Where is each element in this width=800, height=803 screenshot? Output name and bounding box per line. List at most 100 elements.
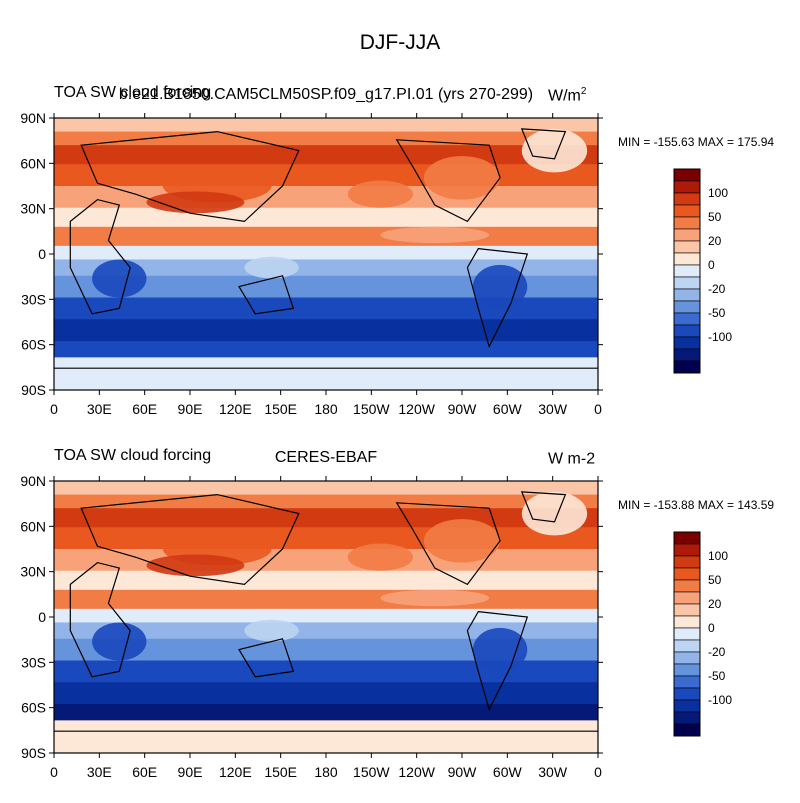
coastline [395,502,501,586]
x-tick-label: 150W [353,764,390,780]
x-tick-label: 120E [219,401,252,417]
coastline [80,493,300,586]
panel-center-label: CERES-EBAF [274,449,378,466]
x-tick-label: 90E [178,401,203,417]
x-tick-label: 120E [219,764,252,780]
colorbar-swatch [673,288,701,302]
colorbar-label: -20 [708,645,726,659]
colorbar-label: 100 [708,549,728,563]
contour-feature [146,554,245,577]
colorbar-swatch [673,180,701,194]
colorbar-label: -100 [708,330,732,344]
colorbar-swatch [673,639,701,653]
colorbar-swatch [673,360,701,374]
colorbar-swatch [673,264,701,278]
colorbar-swatch [673,603,701,617]
contour-band [54,622,598,640]
min-max-label: MIN = -155.63 MAX = 175.94 [618,135,775,149]
colorbar-frame [673,168,701,374]
colorbar-swatch [673,228,701,242]
units-base: W/m [548,87,581,105]
coastline [466,247,529,349]
contour-feature [472,264,528,309]
colorbar-swatch [673,336,701,350]
coastline [520,491,567,523]
x-tick-label: 60W [493,764,523,780]
y-tick-label: 0 [38,609,46,625]
colorbar-label: 50 [708,573,722,587]
x-tick-label: 30W [538,764,568,780]
contour-band [54,275,598,299]
contour-feature [347,543,414,571]
coastline [395,139,501,223]
coastline [238,638,295,678]
x-tick-label: 120W [398,401,435,417]
coastline [520,128,567,160]
colorbar-swatch [673,324,701,338]
x-tick-label: 90E [178,764,203,780]
contour-feature [92,259,147,298]
x-tick-label: 150E [264,401,297,417]
y-tick-label: 90S [21,745,46,761]
contour-band [54,226,598,247]
colorbar-swatch [673,615,701,629]
x-tick-label: 180 [314,764,338,780]
panel-left-label: TOA SW cloud forcing [54,84,212,101]
x-tick-label: 0 [50,764,58,780]
contour-band [54,259,598,277]
contour-band [54,660,598,683]
contour-feature [244,256,299,279]
colorbar-swatch [673,627,701,641]
panel-model: 90N 60N 30N 0 30S 60S 90S 0 30E 60E 90E 120E 150E 180… [0,80,800,440]
map-field [54,481,598,754]
contour-band [54,145,598,165]
contour-feature [472,627,528,672]
x-tick-label: 150E [264,764,297,780]
colorbar-label: 20 [708,597,722,611]
colorbar-swatch [673,204,701,218]
contour-band [54,704,598,721]
colorbar-swatch [673,216,701,230]
units-superscript: 2 [580,86,587,97]
y-tick-label: 60S [21,700,46,716]
contour-band [54,164,598,187]
colorbar-swatch [673,276,701,290]
contour-band [54,131,598,146]
colorbar-swatch [673,168,701,182]
contour-band [54,118,598,133]
panel-left-label: TOA SW cloud forcing [54,447,212,464]
colorbar-swatch [673,348,701,362]
x-tick-label: 0 [594,764,602,780]
y-tick-label: 0 [38,246,46,262]
contour-band [54,186,598,209]
contour-band [54,297,598,320]
y-tick-label: 60S [21,337,46,353]
y-tick-label: 30S [21,654,46,670]
contour-band [54,341,598,358]
contour-band [54,589,598,610]
colorbar-label: 0 [708,621,715,635]
x-tick-label: 150W [353,401,390,417]
panel-units-label: W m-2 [548,449,595,468]
x-tick-label: 60E [132,401,157,417]
contour-feature [92,622,147,661]
colorbar-swatch [673,579,701,593]
coastline [238,275,295,315]
colorbar-swatch [673,591,701,605]
contour-band [54,549,598,572]
y-tick-label: 30N [20,201,46,217]
colorbar-label: 20 [708,234,722,248]
x-tick-label: 180 [314,401,338,417]
x-tick-label: 90W [448,764,478,780]
colorbar-swatch [673,300,701,314]
contour-band [54,570,598,591]
colorbar-label: -50 [708,669,726,683]
contour-band [54,481,598,496]
figure-title: DJF-JJA [359,31,441,54]
x-tick-label: 30W [538,401,568,417]
colorbar-swatch [673,252,701,266]
colorbar-swatch [673,555,701,569]
x-tick-label: 60W [493,401,523,417]
colorbar-swatch [673,711,701,725]
